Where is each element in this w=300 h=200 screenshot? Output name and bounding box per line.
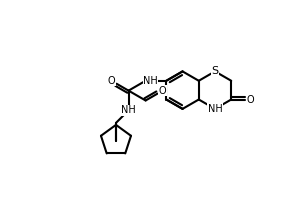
Text: NH: NH bbox=[208, 104, 222, 114]
Text: O: O bbox=[108, 76, 115, 86]
Text: O: O bbox=[246, 95, 254, 105]
Text: NH: NH bbox=[143, 76, 158, 86]
Text: NH: NH bbox=[121, 105, 136, 115]
Text: O: O bbox=[159, 86, 166, 96]
Text: S: S bbox=[212, 66, 219, 76]
